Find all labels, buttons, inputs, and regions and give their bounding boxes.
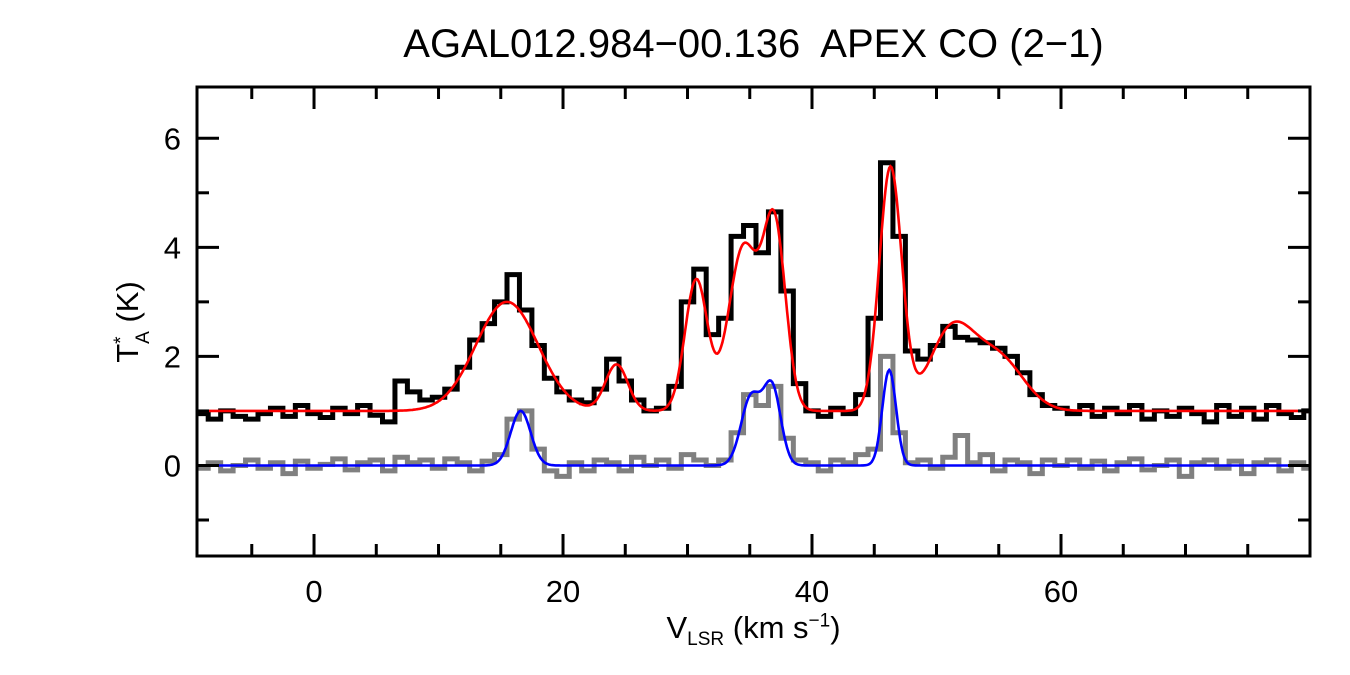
- x-label-main: V: [666, 610, 688, 645]
- selected-gaussian-fit: [197, 367, 1310, 467]
- x-tick-label: 60: [1044, 574, 1078, 609]
- residual-spectrum: [197, 353, 1310, 479]
- x-label-rest: (km s: [724, 610, 809, 645]
- y-tick-label: 6: [164, 121, 181, 156]
- y-tick-label: 4: [164, 230, 181, 265]
- x-tick-label: 0: [305, 574, 322, 609]
- x-tick-label: 40: [795, 574, 829, 609]
- plot-frame: [195, 85, 1312, 558]
- chart-title: AGAL012.984−00.136 APEX CO (2−1): [403, 22, 1104, 66]
- observed-spectrum: [197, 160, 1310, 425]
- y-tick-label: 2: [164, 339, 181, 374]
- total-gaussian-fit: [197, 164, 1310, 413]
- x-label-end: ): [830, 610, 841, 645]
- x-tick-label: 20: [546, 574, 580, 609]
- x-label-sub: LSR: [687, 629, 725, 651]
- y-tick-label: 0: [164, 448, 181, 483]
- x-label-sup: −1: [808, 610, 831, 632]
- x-axis-label: VLSR (km s−1): [197, 610, 1310, 651]
